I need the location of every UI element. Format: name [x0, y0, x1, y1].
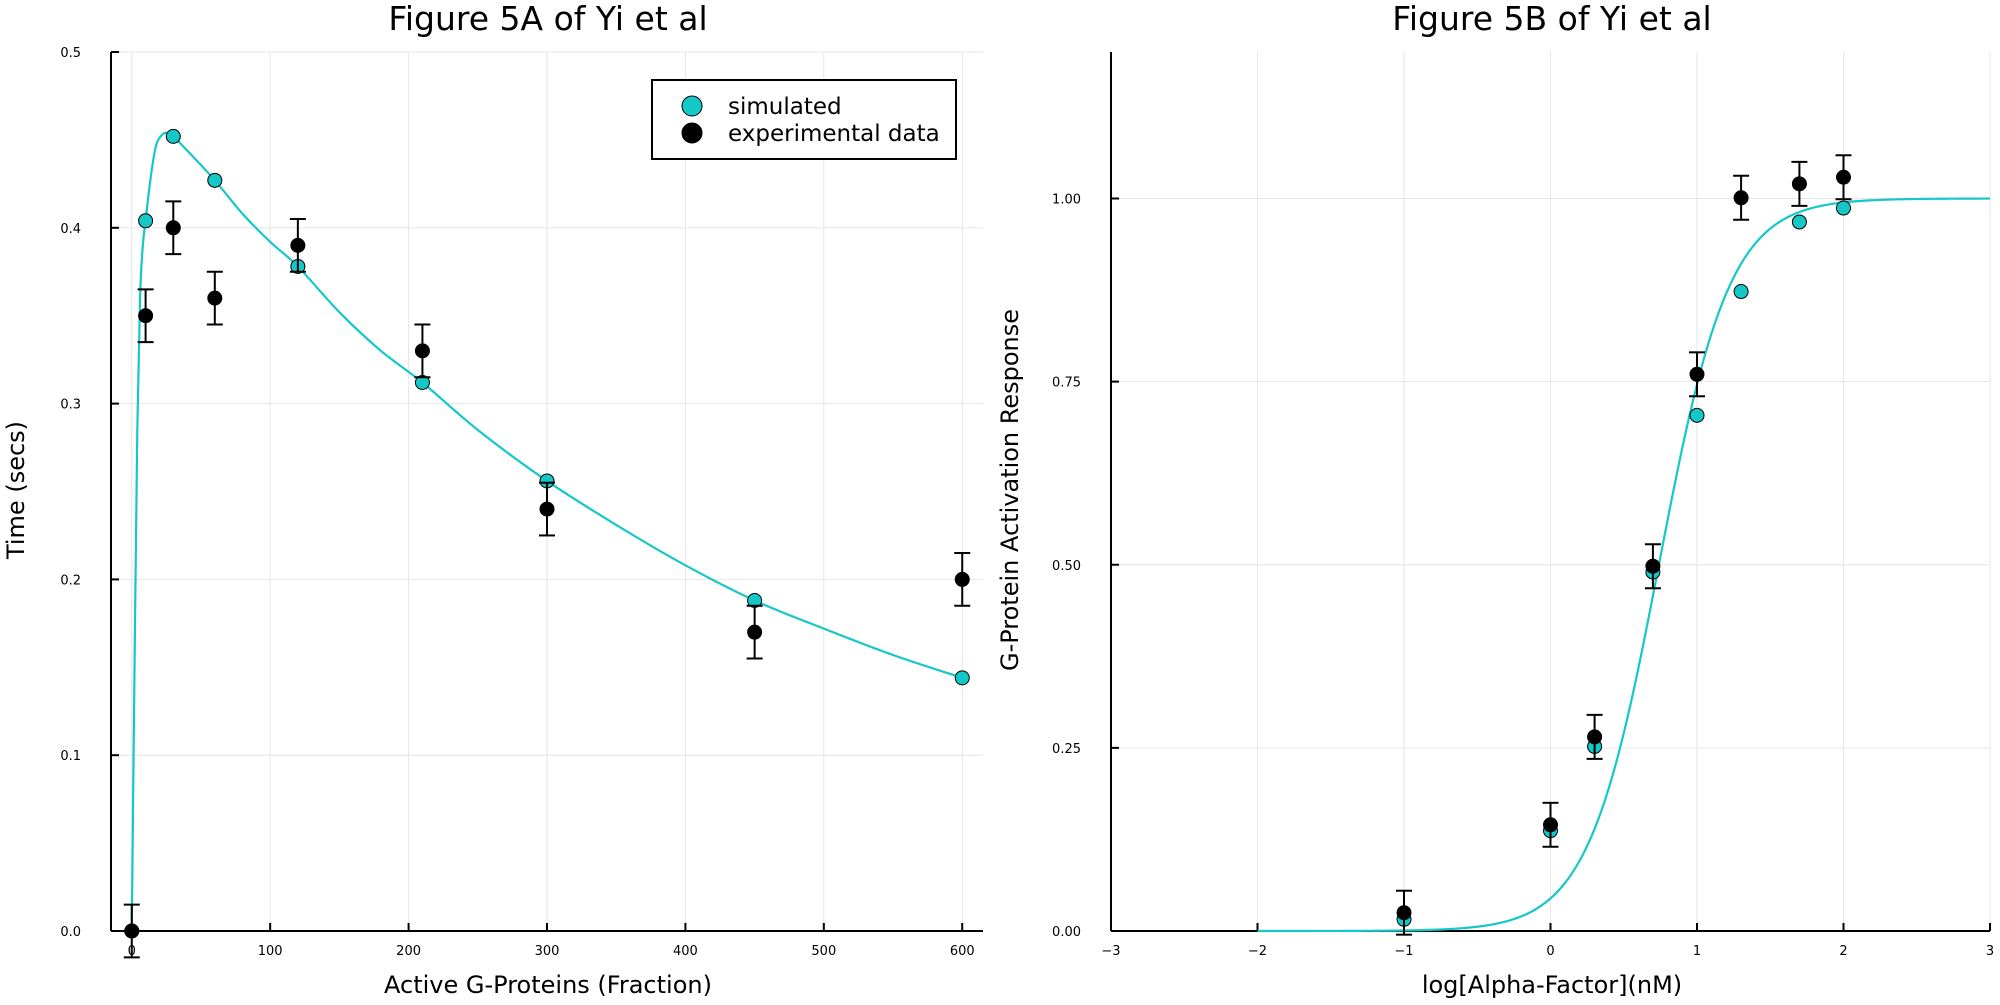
panel-a-ytick-label-0: 0.0 [60, 925, 81, 940]
panel-a-xtick-label-1: 100 [258, 944, 283, 959]
panel-b-xtick-label-3: 0 [1546, 944, 1554, 959]
panel-b-ytick-label-0: 0.00 [1052, 925, 1081, 940]
panel-b-ytick-label-4: 1.00 [1052, 193, 1081, 208]
panel-b-ytick-label-1: 0.25 [1052, 742, 1081, 757]
panel-a-experimental-point-6 [539, 501, 555, 517]
panel-b-grid [1110, 52, 1991, 932]
panel-b-xtick-label-2: −1 [1394, 944, 1413, 959]
panel-b-experimental-point-1 [1543, 817, 1558, 833]
panel-a-experimental-point-8 [954, 571, 970, 587]
panel-b-experimental-point-4 [1689, 366, 1705, 382]
panel-b-title: Figure 5B of Yi et al [1392, 0, 1711, 38]
panel-a-experimental-point-7 [747, 624, 763, 640]
panel-b-xtick-label-1: −2 [1248, 944, 1267, 959]
panel-a-experimental-point-4 [290, 237, 306, 253]
panel-a-experimental-point-0 [124, 923, 140, 939]
legend-marker-simulated [681, 95, 703, 117]
panel-a-xtick-label-6: 600 [950, 944, 975, 959]
legend: simulated experimental data [651, 79, 957, 160]
panel-a-xlabel: Active G-Proteins (Fraction) [384, 971, 712, 999]
panel-a: 01002003004005006000.00.10.20.30.40.5 Fi… [2, 0, 983, 999]
panel-a-ylabel: Time (secs) [2, 421, 30, 560]
panel-b-simulated-point-5 [1733, 284, 1749, 300]
panel-b: −3 −2 −1 0 1 2 3 0.00 0.25 0.50 0.75 1.00 Figure 5B… [996, 0, 1994, 999]
panel-a-experimental-point-5 [414, 343, 430, 359]
panel-a-title: Figure 5A of Yi et al [388, 0, 707, 38]
panel-b-simulated-point-4 [1689, 407, 1705, 423]
panel-b-xtick-label-4: 1 [1693, 944, 1701, 959]
panel-b-xtick-label-0: −3 [1101, 944, 1120, 959]
panel-a-experimental-point-1 [138, 308, 154, 324]
panel-b-experimental-point-3 [1645, 558, 1661, 574]
panel-a-ytick-label-1: 0.1 [60, 749, 81, 764]
legend-label-experimental: experimental data [728, 121, 940, 147]
panel-a-xtick-label-3: 300 [535, 944, 560, 959]
panel-b-xlabel: log[Alpha-Factor](nM) [1422, 971, 1682, 999]
legend-label-simulated: simulated [728, 94, 842, 120]
panel-b-experimental-point-5 [1733, 190, 1749, 206]
panel-b-ytick-label-3: 0.75 [1052, 376, 1081, 391]
legend-box [651, 79, 957, 160]
panel-b-experimental-point-6 [1791, 176, 1807, 192]
panel-b-marks [1257, 154, 1991, 936]
panel-b-ytick-label-2: 0.50 [1052, 559, 1081, 574]
panel-a-xtick-label-5: 500 [811, 944, 836, 959]
panel-a-xtick-label-2: 200 [396, 944, 421, 959]
panel-b-ylabel: G-Protein Activation Response [996, 309, 1024, 671]
panel-b-xtick-label-5: 2 [1839, 944, 1847, 959]
panel-a-ticks: 01002003004005006000.00.10.20.30.40.5 [60, 46, 974, 959]
panel-b-simulated-point-6 [1791, 214, 1807, 230]
panel-b-simulated-point-7 [1836, 200, 1851, 216]
panel-b-experimental-point-0 [1396, 905, 1412, 921]
panel-a-ytick-label-2: 0.2 [60, 573, 81, 588]
panel-b-ticks: −3 −2 −1 0 1 2 3 0.00 0.25 0.50 0.75 1.00 [1052, 193, 1994, 960]
panel-a-experimental-point-2 [165, 220, 181, 236]
panel-a-simulated-point-3 [207, 172, 223, 188]
panel-b-experimental-point-7 [1836, 169, 1851, 185]
panel-a-marks [123, 128, 971, 959]
panel-b-xtick-label-6: 3 [1986, 944, 1994, 959]
panel-a-ytick-label-3: 0.3 [60, 398, 81, 413]
panel-a-experimental-point-3 [207, 290, 223, 306]
panel-a-ytick-label-5: 0.5 [60, 46, 81, 61]
panel-b-experimental-point-2 [1587, 729, 1603, 745]
panel-a-simulated-point-1 [138, 213, 154, 229]
panel-a-xtick-label-4: 400 [673, 944, 698, 959]
panel-a-simulated-point-2 [165, 128, 181, 144]
panel-b-simulated-curve [1257, 197, 1991, 933]
panel-a-simulated-point-8 [954, 670, 970, 686]
legend-marker-experimental [681, 122, 703, 144]
panel-a-ytick-label-4: 0.4 [60, 222, 81, 237]
